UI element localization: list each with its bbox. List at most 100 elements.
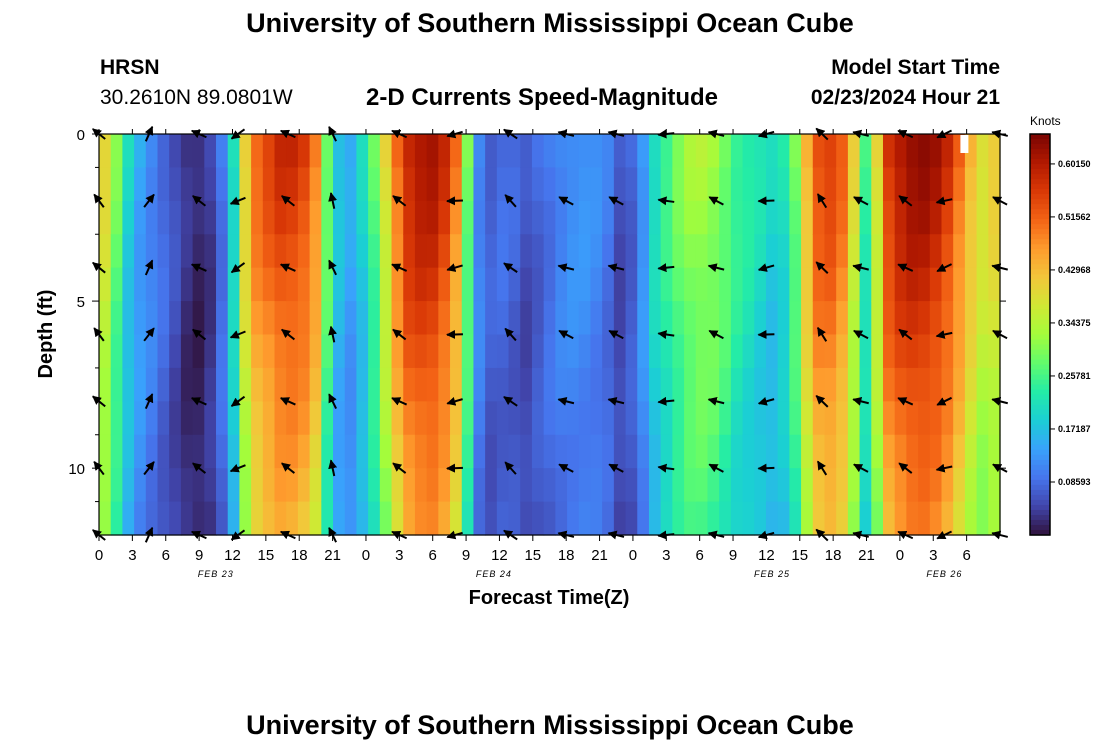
heatmap-cell [789, 468, 802, 503]
heatmap-cell [637, 200, 650, 235]
heatmap-cell [309, 401, 322, 436]
heatmap-cell [859, 267, 872, 302]
heatmap-cell [777, 367, 790, 402]
current-arrow [757, 396, 775, 406]
heatmap-cell [426, 501, 439, 536]
heatmap-cell [625, 501, 638, 536]
heatmap-cell [438, 167, 451, 202]
heatmap-cell [812, 167, 826, 202]
heatmap-cell [204, 200, 217, 235]
heatmap-cell [578, 401, 592, 436]
heatmap-cell [414, 134, 428, 169]
colorbar-segment [1030, 149, 1050, 155]
heatmap-cell [216, 334, 229, 369]
current-arrow [392, 328, 407, 341]
heatmap-cell [251, 468, 264, 503]
heatmap-cell [567, 367, 580, 402]
heatmap-cell [426, 334, 439, 369]
heatmap-cell [333, 434, 346, 469]
x-tick-label: 18 [825, 547, 842, 564]
heatmap-cell [426, 134, 439, 169]
heatmap-cell [99, 301, 112, 336]
heatmap-cell [110, 200, 124, 235]
heatmap-cell [906, 367, 919, 402]
heatmap-cell [648, 200, 662, 235]
current-arrow [816, 193, 828, 209]
heatmap-cell [438, 367, 451, 402]
heatmap-cell [555, 334, 568, 369]
heatmap-cell [321, 367, 334, 402]
heatmap-cell [765, 134, 779, 169]
heatmap-cell [391, 134, 404, 169]
y-axis: 0 5 10 [68, 127, 1006, 503]
colorbar-segment [1030, 174, 1050, 180]
colorbar-segment [1030, 304, 1050, 311]
station-coordinates: 30.2610N 89.0801W [100, 86, 293, 109]
heatmap-cell [297, 301, 311, 336]
heatmap-cell [157, 200, 170, 235]
current-arrow [328, 259, 337, 276]
current-arrow [504, 327, 517, 342]
heatmap-cell [356, 434, 369, 469]
heatmap-cell [543, 501, 556, 536]
heatmap-cell [801, 301, 814, 336]
colorbar-segment [1030, 294, 1050, 301]
heatmap-cell [274, 267, 287, 302]
heatmap-cell [309, 501, 322, 536]
heatmap-cell [391, 334, 404, 369]
model-start-label: Model Start Time [831, 56, 1000, 79]
heatmap-cell [145, 267, 159, 302]
heatmap-cell [379, 334, 393, 369]
heatmap-cell [262, 468, 276, 503]
heatmap-cell [684, 267, 697, 302]
heatmap-cell [906, 401, 919, 436]
heatmap-cell [765, 468, 779, 503]
heatmap-cell [520, 334, 533, 369]
heatmap-cell [192, 334, 205, 369]
heatmap-cell [297, 134, 311, 169]
heatmap-cell [707, 200, 720, 235]
colorbar-tick-label: 0.17187 [1058, 424, 1091, 434]
heatmap-cell [403, 234, 416, 269]
heatmap-cell [812, 301, 826, 336]
heatmap-cell [988, 401, 1001, 436]
heatmap-cell [520, 200, 533, 235]
heatmap-cell [496, 301, 510, 336]
colorbar-segment [1030, 519, 1050, 526]
heatmap-cell [953, 267, 966, 302]
heatmap-cell [871, 501, 884, 536]
heatmap-cell [99, 434, 112, 469]
heatmap-cell [906, 434, 919, 469]
heatmap-cell [988, 167, 1001, 202]
heatmap-cell [450, 434, 463, 469]
heatmap-cell [531, 501, 545, 536]
heatmap-cell [414, 468, 428, 503]
current-arrow [935, 463, 953, 473]
heatmap-cell [754, 167, 767, 202]
heatmap-cell [754, 234, 767, 269]
heatmap-cell [180, 301, 194, 336]
heatmap-cell [613, 301, 627, 336]
colorbar-segment [1030, 319, 1050, 326]
heatmap-cell [567, 434, 580, 469]
heatmap-cell [520, 234, 533, 269]
y-tick-label: 5 [77, 294, 85, 311]
heatmap-cell [859, 301, 872, 336]
colorbar-tick-label: 0.51562 [1058, 212, 1091, 222]
heatmap-cell [695, 434, 709, 469]
heatmap-cell [847, 134, 861, 169]
heatmap-cell [274, 501, 287, 536]
heatmap-cell [251, 200, 264, 235]
heatmap-cell [251, 267, 264, 302]
heatmap-cell [602, 367, 615, 402]
heatmap-cell [988, 468, 1001, 503]
heatmap-cell [695, 501, 709, 536]
heatmap-cell [941, 434, 954, 469]
heatmap-cell [122, 134, 135, 169]
heatmap-cell [882, 167, 896, 202]
heatmap-cell [508, 167, 521, 202]
current-arrow [192, 328, 207, 341]
heatmap-cell [145, 301, 159, 336]
heatmap-cell [262, 401, 276, 436]
current-arrow [279, 263, 296, 272]
